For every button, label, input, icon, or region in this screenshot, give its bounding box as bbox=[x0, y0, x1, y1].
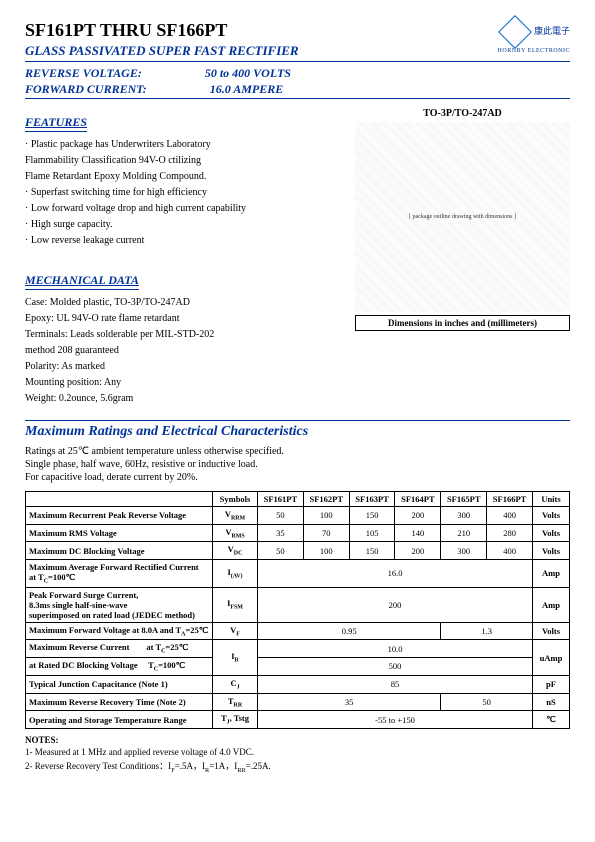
mechanical-heading: MECHANICAL DATA bbox=[25, 273, 139, 290]
package-caption: Dimensions in inches and (millimeters) bbox=[355, 315, 570, 331]
package-placeholder: [ package outline drawing with dimension… bbox=[409, 214, 516, 220]
table-row: Maximum DC Blocking Voltage VDC 50100150… bbox=[26, 542, 570, 560]
col-symbols: Symbols bbox=[213, 492, 258, 507]
rv-value: 50 to 400 VOLTS bbox=[205, 66, 291, 80]
table-row: Maximum RMS Voltage VRMS 357010514021028… bbox=[26, 524, 570, 542]
mechanical-item: method 208 guaranteed bbox=[25, 344, 570, 358]
ratings-note: For capacitive load, derate current by 2… bbox=[25, 472, 570, 483]
table-row: Maximum Reverse Current at TC=25℃ IR 10.… bbox=[26, 640, 570, 658]
col-part: SF163PT bbox=[349, 492, 395, 507]
logo-icon bbox=[498, 15, 532, 49]
brand-sub: HORNBY ELECTRONIC bbox=[498, 48, 570, 54]
table-row: Maximum Reverse Recovery Time (Note 2) T… bbox=[26, 693, 570, 711]
notes-heading: NOTES: bbox=[25, 735, 570, 745]
package-title: TO-3P/TO-247AD bbox=[355, 108, 570, 119]
table-header-row: Symbols SF161PT SF162PT SF163PT SF164PT … bbox=[26, 492, 570, 507]
mechanical-item: Polarity: As marked bbox=[25, 360, 570, 374]
footnote: 2- Reverse Recovery Test Conditions：IF=.… bbox=[25, 759, 570, 774]
fc-label: FORWARD CURRENT: bbox=[25, 82, 147, 96]
package-drawing-box: TO-3P/TO-247AD [ package outline drawing… bbox=[355, 108, 570, 331]
ratings-table: Symbols SF161PT SF162PT SF163PT SF164PT … bbox=[25, 491, 570, 729]
features-heading: FEATURES bbox=[25, 115, 87, 132]
col-part: SF162PT bbox=[303, 492, 349, 507]
footnote: 1- Measured at 1 MHz and applied reverse… bbox=[25, 747, 570, 757]
table-row: Maximum Average Forward Rectified Curren… bbox=[26, 560, 570, 588]
rv-label: REVERSE VOLTAGE: bbox=[25, 66, 142, 80]
table-row: Peak Forward Surge Current,8.3ms single … bbox=[26, 587, 570, 622]
table-row: Typical Junction Capacitance (Note 1) CJ… bbox=[26, 675, 570, 693]
col-part: SF166PT bbox=[487, 492, 533, 507]
col-part: SF164PT bbox=[395, 492, 441, 507]
reverse-voltage-line: REVERSE VOLTAGE: 50 to 400 VOLTS bbox=[25, 66, 570, 81]
brand-logo: 康此電子 HORNBY ELECTRONIC bbox=[498, 20, 570, 54]
mechanical-item: Weight: 0.2ounce, 5.6gram bbox=[25, 392, 570, 406]
table-row: Maximum Forward Voltage at 8.0A and TA=2… bbox=[26, 622, 570, 640]
package-figure: [ package outline drawing with dimension… bbox=[355, 122, 570, 312]
mechanical-item: Mounting position: Any bbox=[25, 376, 570, 390]
fc-value: 16.0 AMPERE bbox=[210, 82, 284, 96]
table-row: Operating and Storage Temperature Range … bbox=[26, 711, 570, 729]
col-units: Units bbox=[533, 492, 570, 507]
ratings-note: Ratings at 25℃ ambient temperature unles… bbox=[25, 446, 570, 457]
ratings-note: Single phase, half wave, 60Hz, resistive… bbox=[25, 459, 570, 470]
ratings-heading: Maximum Ratings and Electrical Character… bbox=[25, 420, 570, 440]
table-row: Maximum Recurrent Peak Reverse Voltage V… bbox=[26, 507, 570, 525]
page-subtitle: GLASS PASSIVATED SUPER FAST RECTIFIER bbox=[25, 43, 570, 59]
col-part: SF165PT bbox=[441, 492, 487, 507]
col-part: SF161PT bbox=[258, 492, 304, 507]
table-row: at Rated DC Blocking Voltage TC=100℃ 500 bbox=[26, 658, 570, 676]
forward-current-line: FORWARD CURRENT: 16.0 AMPERE bbox=[25, 82, 570, 97]
page-title: SF161PT THRU SF166PT bbox=[25, 20, 570, 41]
brand-text: 康此電子 bbox=[534, 26, 570, 36]
